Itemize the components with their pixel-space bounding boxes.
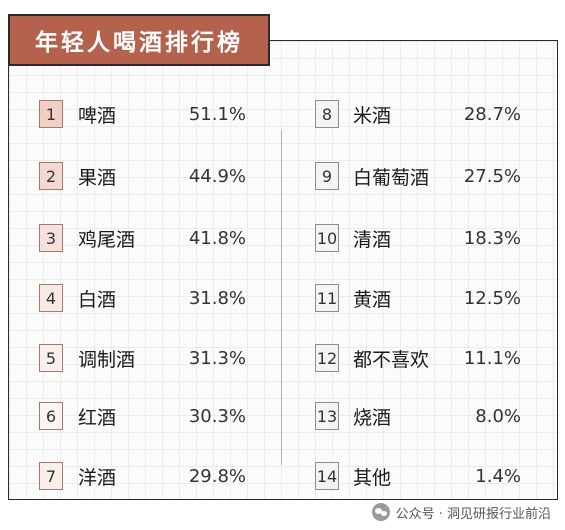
ranking-row: 12 都不喜欢 11.1% (0, 340, 565, 376)
drink-percent: 11.1% (463, 347, 521, 369)
rank-badge: 10 (315, 224, 339, 252)
rank-badge: 7 (39, 462, 63, 490)
drink-percent: 12.5% (463, 287, 521, 309)
rank-badge: 2 (39, 162, 63, 190)
drink-name: 鸡尾酒 (78, 228, 136, 251)
wechat-icon (371, 503, 390, 521)
drink-name: 其他 (353, 466, 392, 489)
drink-name: 米酒 (353, 104, 392, 127)
drink-name: 白葡萄酒 (353, 166, 430, 189)
ranking-row: 2 果酒 44.9% (0, 158, 565, 194)
drink-name: 调制酒 (78, 348, 136, 371)
ranking-row: 9 白葡萄酒 27.5% (0, 158, 565, 194)
rank-badge: 6 (39, 402, 63, 430)
drink-percent: 1.4% (475, 465, 521, 487)
drink-name: 清酒 (353, 228, 392, 251)
drink-percent: 30.3% (188, 405, 246, 427)
rank-badge: 13 (315, 402, 339, 430)
ranking-row: 10 清酒 18.3% (0, 220, 565, 256)
drink-percent: 29.8% (188, 465, 246, 487)
drink-percent: 28.7% (463, 103, 521, 125)
watermark-text: 公众号 · 洞见研报行业前沿 (395, 506, 551, 522)
ranking-row: 1 啤酒 51.1% (0, 96, 565, 132)
column-divider (281, 130, 282, 465)
drink-percent: 31.8% (188, 287, 246, 309)
drink-name: 白酒 (78, 288, 117, 311)
drink-name: 啤酒 (78, 104, 117, 127)
drink-percent: 8.0% (475, 405, 521, 427)
ranking-row: 4 白酒 31.8% (0, 280, 565, 316)
rank-badge: 9 (315, 162, 339, 190)
rank-badge: 12 (315, 344, 339, 372)
watermark: 公众号 · 洞见研报行业前沿 (371, 497, 551, 527)
drink-percent: 31.3% (188, 347, 246, 369)
ranking-row: 8 米酒 28.7% (0, 96, 565, 132)
drink-name: 洋酒 (78, 466, 117, 489)
drink-percent: 18.3% (463, 227, 521, 249)
drink-percent: 41.8% (188, 227, 246, 249)
ranking-row: 6 红酒 30.3% (0, 398, 565, 434)
drink-name: 都不喜欢 (353, 348, 430, 371)
ranking-row: 5 调制酒 31.3% (0, 340, 565, 376)
drink-name: 黄酒 (353, 288, 392, 311)
drink-percent: 51.1% (188, 103, 246, 125)
rank-badge: 11 (315, 284, 339, 312)
ranking-card (8, 40, 558, 500)
drink-percent: 44.9% (188, 165, 246, 187)
ranking-row: 3 鸡尾酒 41.8% (0, 220, 565, 256)
drink-name: 果酒 (78, 166, 117, 189)
rank-badge: 14 (315, 462, 339, 490)
rank-badge: 1 (39, 100, 63, 128)
rank-badge: 8 (315, 100, 339, 128)
ranking-row: 11 黄酒 12.5% (0, 280, 565, 316)
ranking-row: 14 其他 1.4% (0, 458, 565, 494)
rank-badge: 4 (39, 284, 63, 312)
rank-badge: 5 (39, 344, 63, 372)
ranking-row: 13 烧酒 8.0% (0, 398, 565, 434)
page-title: 年轻人喝酒排行榜 (8, 14, 270, 66)
rank-badge: 3 (39, 224, 63, 252)
ranking-row: 7 洋酒 29.8% (0, 458, 565, 494)
drink-percent: 27.5% (463, 165, 521, 187)
drink-name: 烧酒 (353, 406, 392, 429)
drink-name: 红酒 (78, 406, 117, 429)
